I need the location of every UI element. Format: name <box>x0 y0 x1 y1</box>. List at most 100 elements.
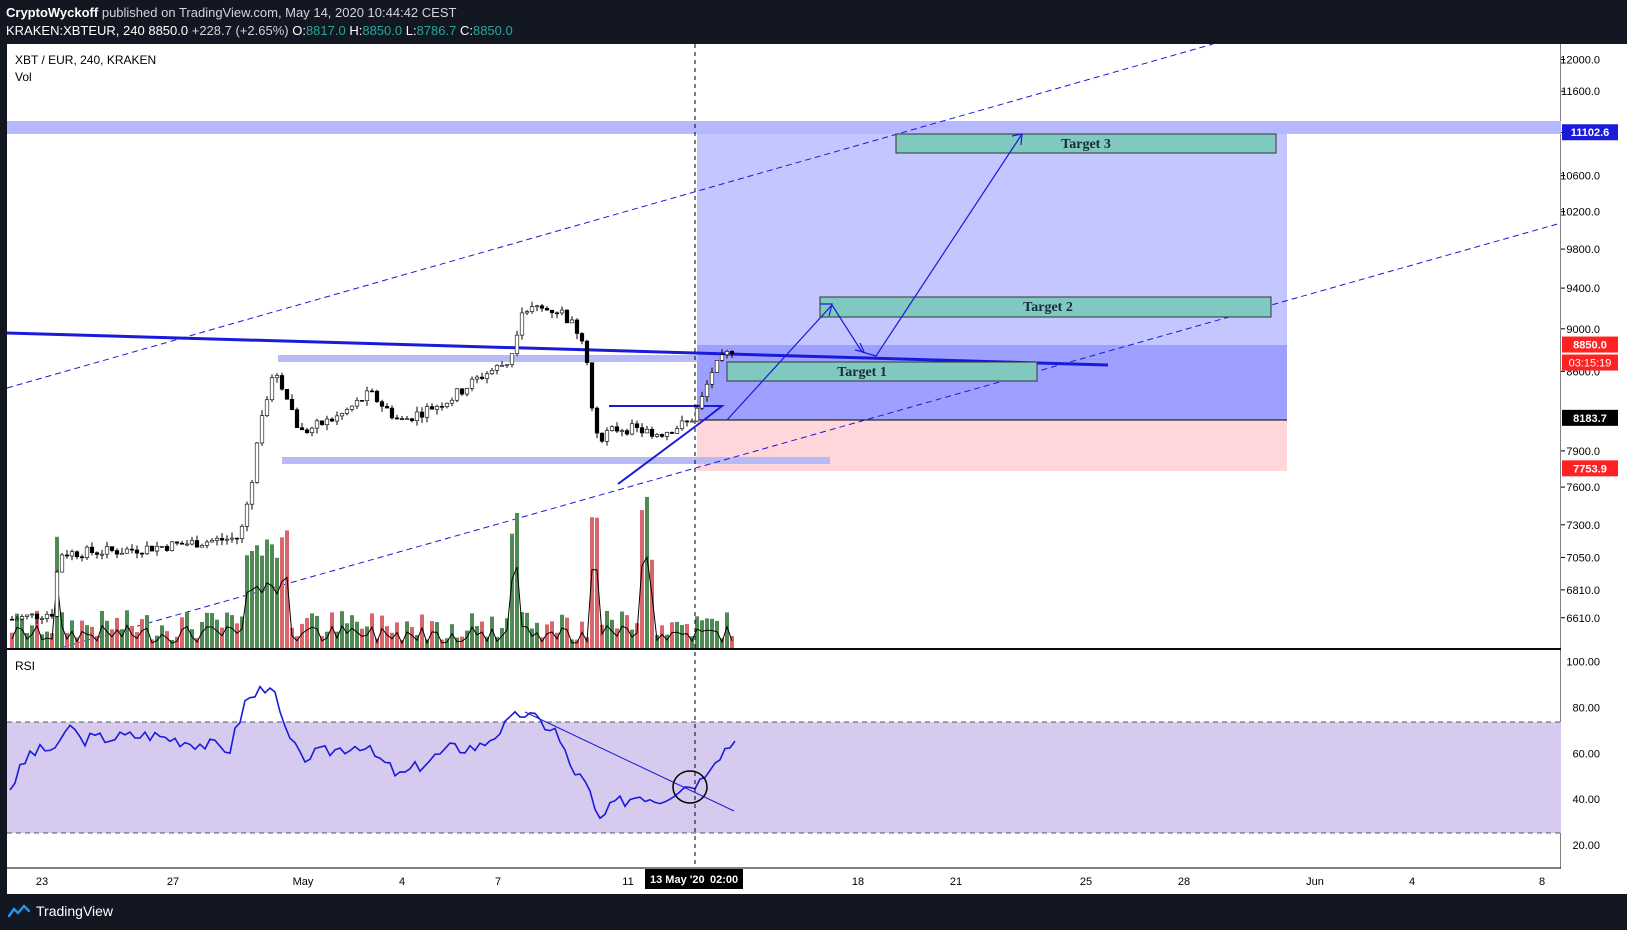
candle[interactable] <box>74 550 80 560</box>
candle[interactable] <box>599 432 605 444</box>
candle[interactable] <box>374 389 380 404</box>
range-bottom-band[interactable] <box>282 457 830 464</box>
candle[interactable] <box>164 544 170 552</box>
channel-upper-line[interactable] <box>6 43 1214 389</box>
candle[interactable] <box>429 403 435 410</box>
candle[interactable] <box>279 372 285 391</box>
candle[interactable] <box>659 433 665 438</box>
candle[interactable] <box>724 349 730 359</box>
candle[interactable] <box>414 406 420 426</box>
candle[interactable] <box>179 540 185 545</box>
candle[interactable] <box>99 549 105 560</box>
candle[interactable] <box>184 539 190 547</box>
candle[interactable] <box>104 541 110 559</box>
candle[interactable] <box>64 550 70 559</box>
candle[interactable] <box>399 415 405 420</box>
candle[interactable] <box>34 613 40 625</box>
candle[interactable] <box>484 371 490 384</box>
candle[interactable] <box>219 532 225 546</box>
resistance-band[interactable] <box>7 121 1561 134</box>
candle[interactable] <box>199 543 205 548</box>
candle[interactable] <box>384 403 390 409</box>
candle[interactable] <box>444 402 450 409</box>
candle[interactable] <box>634 420 640 433</box>
candle[interactable] <box>624 428 630 436</box>
candle[interactable] <box>234 537 240 545</box>
triangle-pattern[interactable] <box>609 405 725 485</box>
candle[interactable] <box>49 608 55 619</box>
candle[interactable] <box>539 303 545 312</box>
rsi-trendline[interactable] <box>524 711 735 812</box>
candle[interactable] <box>639 423 645 438</box>
chart-canvas[interactable]: Target 1 Target 2 Target 3 XBT / EUR, 24… <box>0 0 1627 900</box>
candle[interactable] <box>324 415 330 431</box>
candle[interactable] <box>439 402 445 411</box>
candle[interactable] <box>144 541 150 556</box>
candle[interactable] <box>654 432 660 438</box>
candle[interactable] <box>699 391 705 411</box>
candle[interactable] <box>454 388 460 403</box>
candle[interactable] <box>209 538 215 543</box>
candle[interactable] <box>689 418 695 423</box>
candle[interactable] <box>494 364 500 375</box>
candle[interactable] <box>239 524 245 543</box>
candle[interactable] <box>614 422 620 434</box>
candle[interactable] <box>389 405 395 420</box>
candle[interactable] <box>629 419 635 436</box>
candle[interactable] <box>119 547 125 555</box>
candle[interactable] <box>329 417 335 422</box>
target-3-box[interactable]: Target 3 <box>895 133 1277 154</box>
candle[interactable] <box>554 311 560 319</box>
candle[interactable] <box>499 361 505 367</box>
candle[interactable] <box>289 394 295 411</box>
profit-zone-near[interactable] <box>697 345 1287 420</box>
candle[interactable] <box>309 426 315 437</box>
candle[interactable] <box>284 388 290 400</box>
candle[interactable] <box>549 309 555 319</box>
candle[interactable] <box>359 399 365 402</box>
candle[interactable] <box>89 542 95 556</box>
candle[interactable] <box>229 532 235 543</box>
candle[interactable] <box>54 570 60 618</box>
candle[interactable] <box>719 349 725 362</box>
candle[interactable] <box>139 552 145 558</box>
range-top-band[interactable] <box>278 355 698 362</box>
candle[interactable] <box>609 425 615 432</box>
candle[interactable] <box>294 407 300 428</box>
candle[interactable] <box>369 388 375 393</box>
candle[interactable] <box>204 539 210 549</box>
candle[interactable] <box>264 396 270 417</box>
candle[interactable] <box>409 418 415 423</box>
candle[interactable] <box>469 376 475 392</box>
candle[interactable] <box>649 426 655 439</box>
candle[interactable] <box>24 614 30 620</box>
candle[interactable] <box>419 407 425 423</box>
candle[interactable] <box>14 616 20 621</box>
candle[interactable] <box>604 427 610 446</box>
candle[interactable] <box>364 386 370 406</box>
neckline-trendline[interactable] <box>6 331 1109 367</box>
candle[interactable] <box>349 405 355 412</box>
candle[interactable] <box>489 367 495 376</box>
candle[interactable] <box>394 414 400 420</box>
candle[interactable] <box>109 546 115 553</box>
rsi-breakout-circle[interactable] <box>672 770 708 804</box>
candle[interactable] <box>114 548 120 559</box>
candle[interactable] <box>274 373 280 383</box>
candle[interactable] <box>584 339 590 366</box>
candle[interactable] <box>154 541 160 556</box>
candle[interactable] <box>404 416 410 420</box>
candle[interactable] <box>464 387 470 397</box>
candle[interactable] <box>529 301 535 314</box>
candle[interactable] <box>29 613 35 619</box>
candle[interactable] <box>319 420 325 426</box>
candle[interactable] <box>564 309 570 324</box>
candle[interactable] <box>254 442 260 484</box>
candle[interactable] <box>379 399 385 412</box>
candle[interactable] <box>594 406 600 439</box>
candle[interactable] <box>244 501 250 532</box>
candle[interactable] <box>684 420 690 427</box>
candle[interactable] <box>679 415 685 431</box>
candle[interactable] <box>44 611 50 623</box>
candle[interactable] <box>259 410 265 446</box>
